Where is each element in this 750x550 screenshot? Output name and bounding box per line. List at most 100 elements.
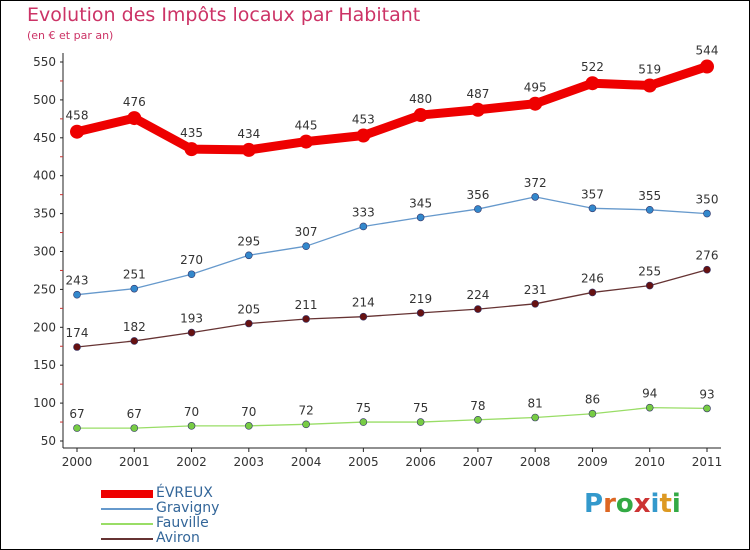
data-point: [474, 205, 482, 213]
data-label: 307: [295, 225, 318, 239]
data-label: 270: [180, 253, 203, 267]
series-line-évreux: [72, 62, 712, 155]
y-tick-label: 500: [33, 93, 56, 107]
data-point: [413, 108, 428, 123]
data-label: 246: [581, 271, 604, 285]
proxiti-logo: Proxiti: [584, 489, 681, 519]
legend-swatch-fauville: [101, 523, 153, 525]
x-tick-label: 2003: [234, 455, 265, 469]
series-line-fauville: [76, 406, 708, 429]
y-tick-label: 550: [33, 55, 56, 69]
data-label: 458: [66, 109, 89, 123]
data-point: [703, 404, 711, 413]
x-tick-label: 2008: [520, 455, 551, 469]
data-point: [302, 242, 310, 250]
data-label: 544: [696, 44, 719, 58]
data-point: [359, 418, 368, 426]
y-tick-label: 200: [33, 320, 56, 334]
data-label: 350: [696, 193, 719, 207]
data-label: 75: [413, 401, 428, 415]
data-point: [474, 305, 482, 313]
y-tick-label: 250: [33, 282, 56, 296]
x-tick-label: 2010: [634, 455, 665, 469]
data-point: [470, 102, 485, 117]
data-label: 434: [237, 127, 260, 141]
data-point: [645, 403, 654, 412]
data-label: 224: [466, 288, 489, 302]
y-tick-label: 150: [33, 358, 56, 372]
data-point: [302, 315, 310, 323]
data-point: [356, 128, 371, 143]
x-tick-label: 2007: [463, 455, 494, 469]
data-label: 480: [409, 92, 432, 106]
logo-letter: i: [650, 489, 660, 519]
legend-label: Gravigny: [156, 500, 220, 516]
data-point: [528, 96, 543, 111]
data-label: 231: [524, 283, 547, 297]
x-tick-label: 2006: [405, 455, 436, 469]
data-point: [245, 319, 253, 328]
data-point: [187, 328, 196, 337]
legend-swatch-evreux: [101, 490, 153, 498]
data-label: 174: [66, 326, 89, 340]
y-tick-label: 400: [33, 169, 56, 183]
data-point: [359, 312, 368, 321]
data-label: 243: [66, 274, 89, 288]
data-point: [703, 265, 711, 274]
data-label: 93: [699, 387, 714, 401]
chart-subtitle: (en € et par an): [27, 29, 114, 42]
data-label: 495: [524, 81, 547, 95]
x-tick-label: 2000: [62, 455, 93, 469]
data-point: [531, 300, 539, 308]
series-line-aviron: [76, 269, 708, 348]
data-label: 295: [237, 234, 260, 248]
data-label: 78: [470, 399, 485, 413]
x-tick-label: 2001: [119, 455, 150, 469]
y-tick-label: 50: [41, 434, 56, 448]
data-point: [245, 422, 253, 430]
logo-letter: P: [584, 489, 604, 519]
data-point: [585, 76, 600, 91]
data-label: 211: [295, 298, 318, 312]
data-label: 193: [180, 312, 203, 326]
data-label: 75: [356, 401, 371, 415]
data-point: [588, 204, 597, 213]
x-tick-label: 2002: [176, 455, 207, 469]
data-point: [241, 142, 256, 157]
data-label: 372: [524, 176, 547, 190]
data-point: [588, 288, 597, 297]
data-point: [588, 409, 597, 418]
legend-label: Fauville: [156, 515, 209, 531]
data-label: 355: [638, 189, 661, 203]
data-point: [359, 222, 368, 231]
y-tick-label: 350: [33, 207, 56, 221]
data-point: [531, 413, 539, 422]
data-point: [245, 251, 253, 260]
x-tick-label: 2011: [692, 455, 723, 469]
data-label: 86: [585, 393, 600, 407]
logo-letter: o: [615, 489, 634, 519]
x-tick-label: 2005: [348, 455, 379, 469]
data-label: 182: [123, 320, 146, 334]
data-label: 345: [409, 196, 432, 210]
data-point: [299, 134, 314, 149]
data-label: 255: [638, 265, 661, 279]
data-label: 453: [352, 113, 375, 127]
data-label: 81: [528, 397, 543, 411]
data-point: [700, 59, 714, 74]
data-label: 476: [123, 95, 146, 109]
legend-swatch-gravigny: [101, 508, 153, 510]
logo-letter: i: [671, 489, 681, 519]
logo-letter: x: [633, 489, 651, 519]
data-point: [127, 111, 142, 126]
data-point: [645, 281, 654, 290]
data-label: 219: [409, 292, 432, 306]
y-tick-label: 450: [33, 131, 56, 145]
data-point: [187, 422, 196, 430]
data-label: 70: [184, 405, 199, 419]
data-point: [73, 290, 81, 299]
legend-swatch-aviron: [101, 538, 153, 540]
chart-title: Evolution des Impôts locaux par Habitant: [27, 4, 421, 26]
data-point: [130, 284, 139, 293]
